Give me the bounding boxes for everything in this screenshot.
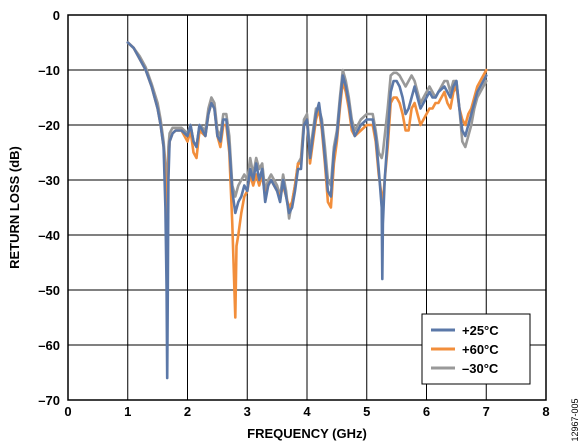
- x-tick-label: 0: [64, 404, 71, 419]
- y-tick-label: 0: [53, 8, 60, 23]
- y-tick-label: –40: [38, 228, 60, 243]
- legend-label: +25°C: [462, 323, 499, 338]
- x-tick-label: 3: [244, 404, 251, 419]
- y-tick-label: –70: [38, 393, 60, 408]
- x-tick-label: 2: [184, 404, 191, 419]
- series-line: [126, 41, 488, 380]
- figure-id-label: 12967-005: [570, 398, 580, 441]
- y-tick-label: –30: [38, 173, 60, 188]
- legend-label: +60°C: [462, 342, 499, 357]
- x-tick-labels: 0 1 2 3 4 5 6 7 8: [64, 404, 549, 419]
- y-tick-label: –10: [38, 63, 60, 78]
- y-tick-label: –60: [38, 338, 60, 353]
- x-tick-label: 4: [303, 404, 311, 419]
- x-tick-label: 1: [124, 404, 131, 419]
- y-tick-label: –20: [38, 118, 60, 133]
- legend-label: –30°C: [462, 361, 499, 376]
- x-tick-label: 6: [423, 404, 430, 419]
- x-tick-label: 7: [483, 404, 490, 419]
- x-tick-label: 5: [363, 404, 370, 419]
- legend: +25°C +60°C –30°C: [421, 313, 531, 385]
- y-tick-labels: 0 –10 –20 –30 –40 –50 –60 –70: [38, 8, 60, 408]
- y-tick-label: –50: [38, 283, 60, 298]
- y-axis-title: RETURN LOSS (dB): [7, 146, 22, 269]
- x-tick-label: 8: [542, 404, 549, 419]
- series-group: [126, 41, 488, 380]
- x-axis-title: FREQUENCY (GHz): [247, 426, 367, 441]
